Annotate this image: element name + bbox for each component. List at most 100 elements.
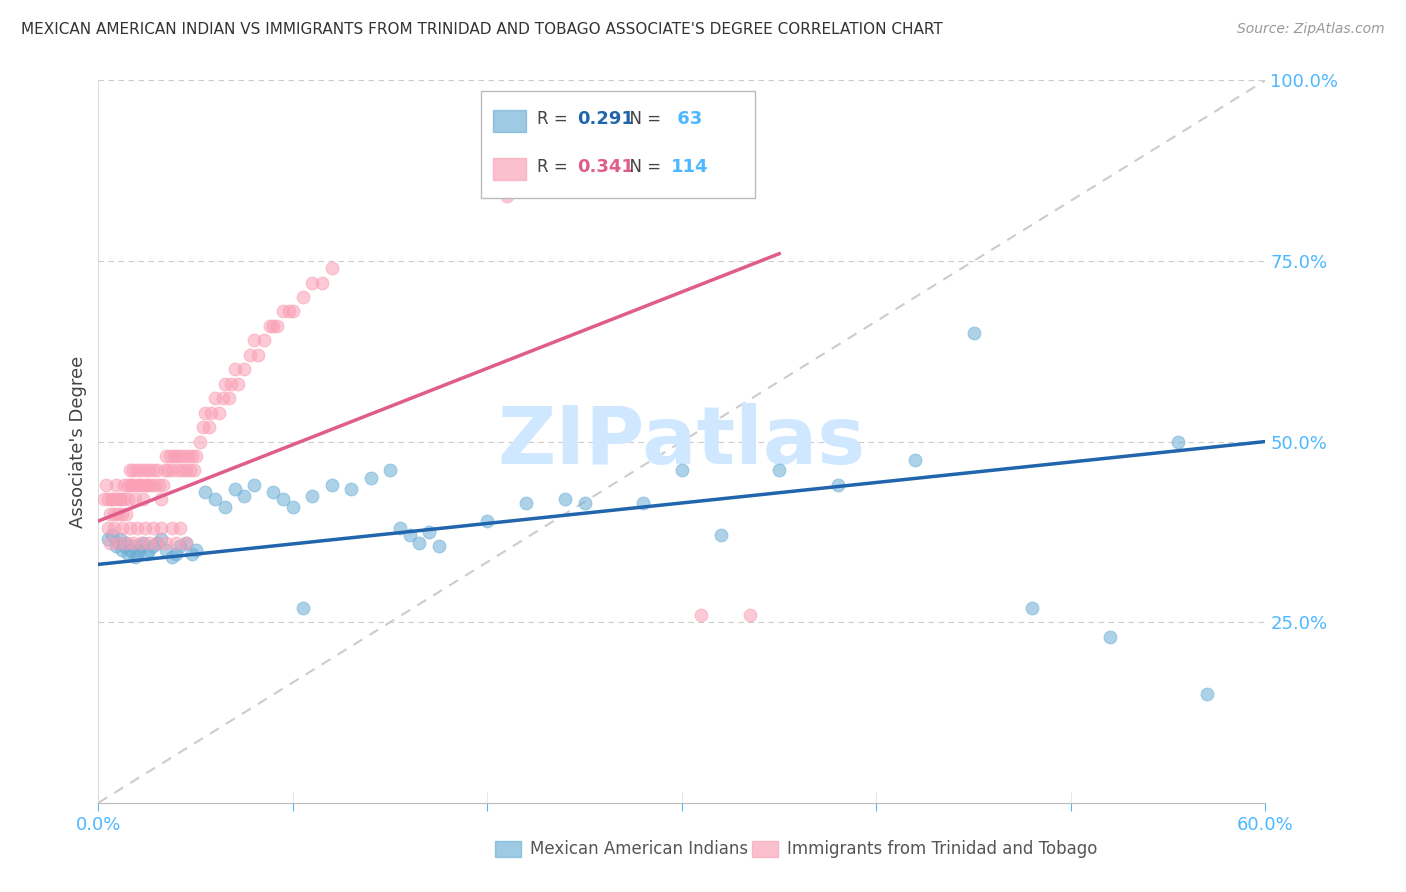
Point	[142, 521, 165, 535]
Point	[262, 485, 284, 500]
Point	[827, 478, 849, 492]
Point	[162, 463, 184, 477]
Point	[243, 478, 266, 492]
Point	[380, 463, 402, 477]
Point	[121, 478, 143, 492]
Point	[180, 547, 202, 561]
Point	[180, 449, 202, 463]
Point	[259, 318, 281, 333]
Point	[204, 492, 226, 507]
Text: Source: ZipAtlas.com: Source: ZipAtlas.com	[1237, 22, 1385, 37]
Point	[129, 535, 152, 549]
Point	[118, 521, 141, 535]
Point	[219, 376, 242, 391]
Point	[107, 535, 129, 549]
Point	[174, 535, 197, 549]
Point	[124, 550, 146, 565]
Point	[574, 496, 596, 510]
Point	[117, 492, 139, 507]
Point	[138, 535, 160, 549]
Point	[214, 376, 236, 391]
Point	[146, 535, 169, 549]
Point	[149, 532, 172, 546]
Point	[167, 463, 190, 477]
Point	[228, 376, 250, 391]
Point	[162, 550, 184, 565]
Bar	[494, 110, 526, 132]
Text: N =: N =	[619, 110, 666, 128]
Text: 0.341: 0.341	[576, 158, 634, 176]
Point	[1098, 630, 1121, 644]
Point	[243, 334, 266, 348]
Point	[122, 535, 145, 549]
Point	[388, 521, 411, 535]
Point	[104, 539, 127, 553]
Point	[108, 492, 131, 507]
Point	[132, 492, 155, 507]
Point	[198, 420, 221, 434]
Point	[155, 535, 177, 549]
Bar	[752, 841, 778, 857]
Point	[266, 318, 288, 333]
Point	[291, 290, 314, 304]
Point	[101, 528, 124, 542]
Point	[218, 391, 240, 405]
Point	[111, 507, 134, 521]
Point	[301, 276, 323, 290]
Point	[136, 478, 159, 492]
Point	[111, 521, 134, 535]
Point	[174, 463, 197, 477]
Text: 63: 63	[672, 110, 703, 128]
Point	[107, 507, 129, 521]
Point	[408, 535, 430, 549]
Point	[169, 539, 191, 553]
Point	[148, 478, 170, 492]
Point	[104, 492, 127, 507]
Point	[134, 521, 156, 535]
FancyBboxPatch shape	[481, 91, 755, 198]
Point	[204, 391, 226, 405]
Point	[138, 463, 160, 477]
Point	[179, 463, 201, 477]
Point	[1195, 687, 1218, 701]
Point	[188, 434, 211, 449]
Point	[149, 521, 172, 535]
Point	[1021, 600, 1043, 615]
Point	[149, 492, 172, 507]
Point	[152, 478, 174, 492]
Point	[117, 547, 139, 561]
Point	[291, 600, 314, 615]
Point	[184, 449, 207, 463]
Point	[246, 348, 269, 362]
Point	[1167, 434, 1189, 449]
Point	[212, 391, 235, 405]
Point	[118, 463, 141, 477]
Point	[143, 478, 166, 492]
Point	[165, 535, 187, 549]
Point	[112, 539, 135, 553]
Point	[427, 539, 450, 553]
Point	[136, 478, 159, 492]
Point	[340, 482, 363, 496]
Point	[208, 406, 231, 420]
Point	[122, 539, 145, 553]
Point	[108, 532, 131, 546]
Point	[155, 542, 177, 557]
Point	[194, 485, 217, 500]
Point	[136, 547, 159, 561]
Point	[101, 492, 124, 507]
Point	[124, 478, 146, 492]
Point	[554, 492, 576, 507]
Point	[177, 449, 200, 463]
Point	[321, 261, 343, 276]
Point	[128, 478, 150, 492]
Point	[301, 489, 323, 503]
Point	[127, 521, 149, 535]
Point	[321, 478, 343, 492]
Point	[121, 478, 143, 492]
Point	[200, 406, 222, 420]
Text: ZIPatlas: ZIPatlas	[498, 402, 866, 481]
Point	[271, 304, 294, 318]
Point	[97, 532, 120, 546]
Point	[183, 463, 205, 477]
